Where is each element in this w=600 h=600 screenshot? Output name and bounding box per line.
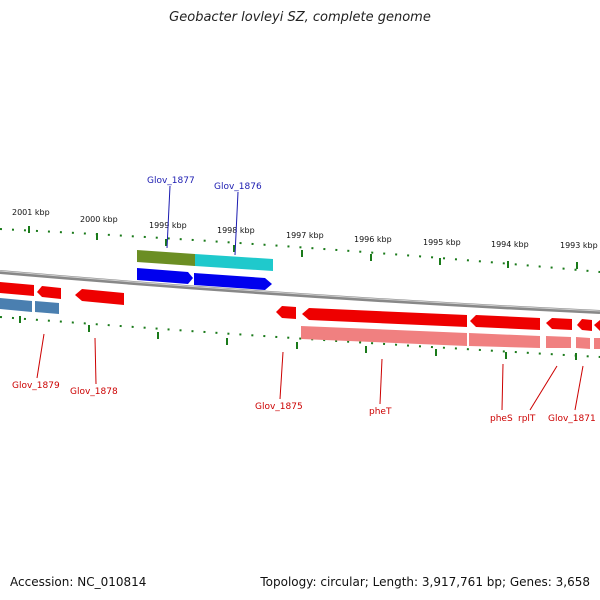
ruler-labels: 2001 kbp 2000 kbp 1999 kbp 1998 kbp 1997… [12, 208, 598, 250]
feature-phet-light[interactable] [301, 326, 467, 346]
gene-labels: Glov_1877 Glov_1876 Glov_1879 Glov_1878 … [12, 176, 596, 424]
ruler-label-1994: 1994 kbp [491, 240, 529, 249]
ruler-ticks-bottom [0, 316, 600, 358]
map-title: Geobacter lovleyi SZ, complete genome [169, 10, 431, 25]
ruler-label-2000: 2000 kbp [80, 215, 118, 224]
genome-backbone [0, 270, 600, 314]
ruler-label-1997: 1997 kbp [286, 231, 324, 240]
gene-label-glov1875[interactable]: Glov_1875 [255, 402, 303, 412]
ruler-label-1995: 1995 kbp [423, 238, 461, 247]
cds-glov1879-b[interactable] [37, 286, 61, 299]
gene-label-phes[interactable]: pheS [490, 414, 513, 424]
feature-glov1876-gene[interactable] [195, 254, 273, 271]
accession-text: Accession: NC_010814 [10, 575, 147, 589]
cds-phet[interactable] [302, 308, 467, 327]
genome-summary-text: Topology: circular; Length: 3,917,761 bp… [260, 575, 590, 589]
gene-label-glov1879[interactable]: Glov_1879 [12, 381, 60, 391]
cds-glov1871[interactable] [577, 319, 592, 331]
gene-label-phet[interactable]: pheT [369, 407, 392, 417]
gene-label-glov1878[interactable]: Glov_1878 [70, 387, 118, 397]
label-leaders [36, 185, 584, 411]
cds-glov1876[interactable] [194, 273, 272, 290]
ruler-label-1993: 1993 kbp [560, 241, 598, 250]
feature-phes-light[interactable] [469, 333, 540, 348]
ruler-major-ticks-top [28, 226, 578, 269]
ruler-ticks-top [0, 228, 600, 273]
ruler-label-2001: 2001 kbp [12, 208, 50, 217]
feature-glov1879-blue-a[interactable] [0, 298, 32, 312]
ruler-label-1996: 1996 kbp [354, 235, 392, 244]
cds-glov1875[interactable] [276, 306, 296, 319]
reverse-features [0, 282, 600, 349]
gene-label-rplt[interactable]: rplT [518, 414, 536, 424]
gene-label-glov1871[interactable]: Glov_1871 [548, 414, 596, 424]
feature-rplt-light[interactable] [546, 336, 571, 348]
cds-phes[interactable] [470, 315, 540, 330]
cds-next[interactable] [594, 320, 600, 331]
feature-glov1879-blue-b[interactable] [35, 301, 59, 314]
feature-next-light[interactable] [594, 338, 600, 349]
cds-glov1879-a[interactable] [0, 282, 34, 296]
ruler-major-ticks-bottom [19, 316, 577, 360]
cds-glov1878[interactable] [75, 289, 124, 305]
genome-backbone-highlight [0, 270, 600, 312]
cds-glov1877[interactable] [137, 268, 193, 284]
feature-glov1871-light[interactable] [576, 337, 590, 349]
gene-label-glov1876[interactable]: Glov_1876 [214, 182, 262, 192]
gene-label-glov1877[interactable]: Glov_1877 [147, 176, 195, 186]
feature-glov1877-gene[interactable] [137, 250, 195, 266]
forward-features [137, 250, 273, 290]
cds-rplt[interactable] [546, 318, 572, 330]
